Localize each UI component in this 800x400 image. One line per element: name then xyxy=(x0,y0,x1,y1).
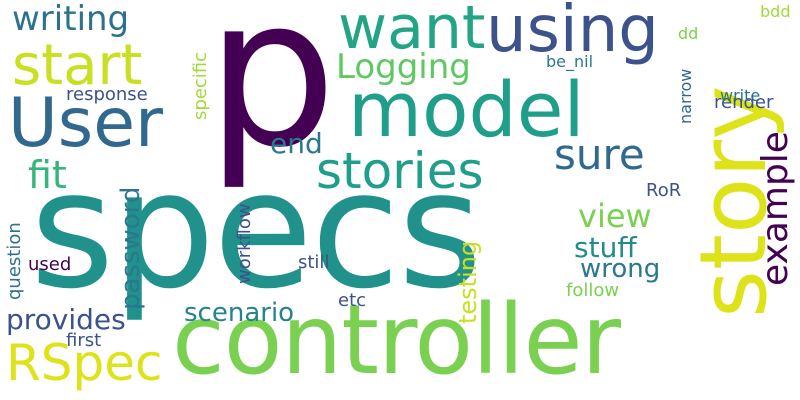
word-logging: Logging xyxy=(336,47,471,87)
word-specs: specs xyxy=(30,137,482,325)
word-end: end xyxy=(270,127,323,160)
word-want: want xyxy=(338,0,486,63)
word-stories: stories xyxy=(316,142,484,200)
word-testing: testing xyxy=(454,240,482,324)
word-write: write xyxy=(720,86,761,105)
word-dd: dd xyxy=(678,24,699,43)
word-response: response xyxy=(66,84,148,105)
word-narrow: narrow xyxy=(676,68,695,124)
word-be-nil: be_nil xyxy=(546,52,594,71)
word-ror: RoR xyxy=(646,180,682,201)
word-sure: sure xyxy=(554,130,645,179)
word-etc: etc xyxy=(338,290,367,311)
word-first: first xyxy=(66,330,102,351)
word-used: used xyxy=(28,254,72,275)
word-writing: writing xyxy=(12,0,130,39)
word-follow: follow xyxy=(566,280,620,301)
word-controller: controller xyxy=(172,284,621,396)
word-workflow: workflow xyxy=(234,203,255,284)
word-wrong: wrong xyxy=(580,254,661,284)
word-rspec: RSpec xyxy=(6,334,163,392)
word-question: question xyxy=(4,222,25,300)
word-using: using xyxy=(486,0,659,67)
word-provides: provides xyxy=(6,303,126,336)
word-start: start xyxy=(12,33,143,98)
word-specific: specific xyxy=(190,51,211,120)
word-stuff: stuff xyxy=(574,231,637,264)
word-p: p xyxy=(206,0,337,193)
word-fit: fit xyxy=(28,153,67,197)
word-render: render xyxy=(714,92,774,113)
word-bdd: bdd xyxy=(760,2,791,21)
word-view: view xyxy=(578,197,652,235)
word-scenario: scenario xyxy=(184,298,295,328)
word-still: still xyxy=(298,252,330,273)
word-password: password xyxy=(116,186,146,310)
word-user: User xyxy=(8,84,163,163)
word-example: example xyxy=(755,131,796,286)
word-model: model xyxy=(348,65,585,154)
